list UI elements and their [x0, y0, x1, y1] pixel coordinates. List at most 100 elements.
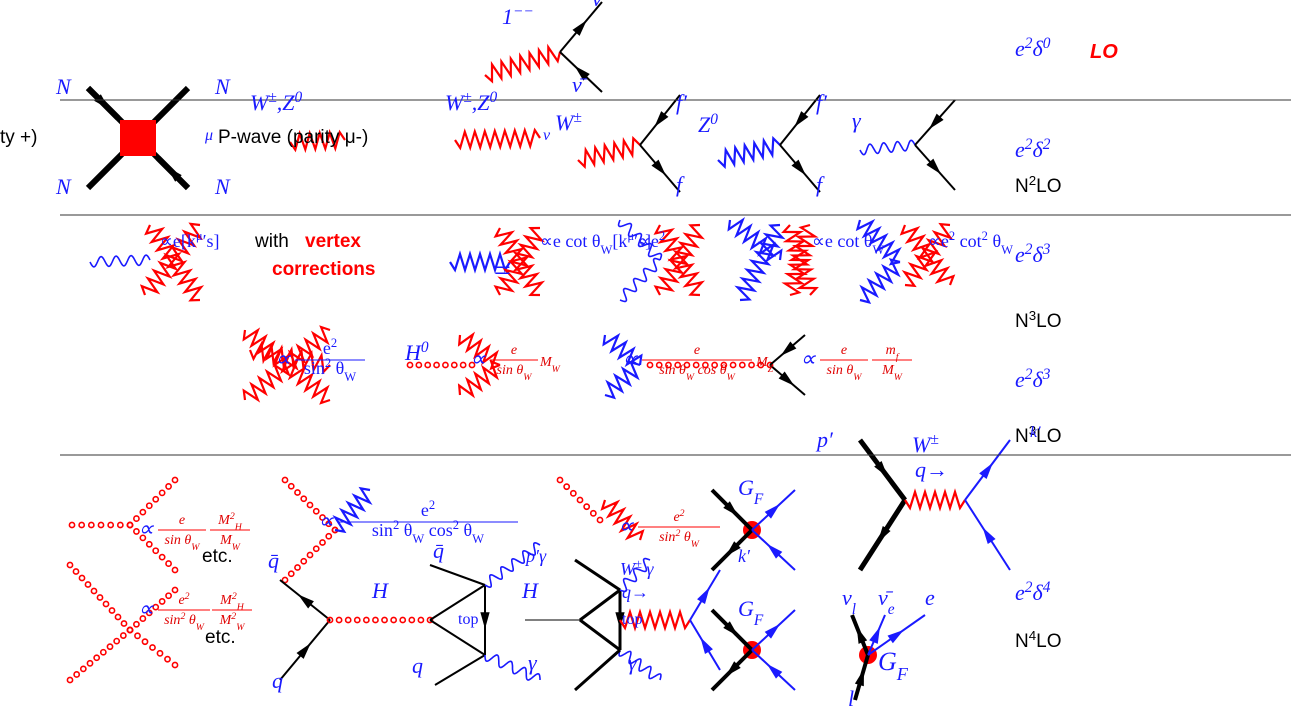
- label: etc.: [205, 627, 236, 648]
- higgs-dot: [461, 362, 466, 367]
- higgs-dot: [355, 617, 360, 622]
- t: e: [511, 343, 517, 358]
- higgs-dot: [307, 502, 312, 507]
- propagator: [430, 565, 485, 585]
- higgs-dot: [289, 484, 294, 489]
- t: G: [738, 596, 754, 621]
- higgs-dot: [74, 672, 79, 677]
- higgs-dot: [282, 477, 287, 482]
- higgs-dot: [69, 522, 74, 527]
- formula-part: M2H: [217, 511, 243, 533]
- t: e: [1015, 36, 1025, 61]
- t: W: [600, 243, 612, 257]
- label: GF: [738, 475, 764, 508]
- higgs-dot: [157, 651, 162, 656]
- higgs-dot: [85, 582, 90, 587]
- formula-part: e: [694, 343, 700, 358]
- propagator: [580, 590, 620, 620]
- higgs-dot: [326, 534, 331, 539]
- arrow: [700, 637, 713, 654]
- higgs-dot: [134, 622, 139, 627]
- label: q→: [622, 582, 649, 602]
- label: W± γ: [620, 557, 654, 579]
- t: sin θ: [659, 363, 686, 378]
- boson-line: [455, 130, 540, 148]
- coupling: ∝e2: [638, 229, 665, 251]
- higgs-dot: [142, 639, 147, 644]
- t: θ: [988, 231, 1001, 251]
- formula-part: e: [841, 343, 847, 358]
- label: H0: [404, 339, 429, 366]
- t: W: [445, 90, 465, 115]
- t: Z: [698, 112, 711, 137]
- label: k′: [738, 546, 751, 566]
- higgs-dot: [153, 605, 158, 610]
- t: W: [232, 542, 241, 553]
- t: 2: [230, 511, 235, 522]
- t: 0: [295, 89, 303, 106]
- formula-part: sin θW: [497, 363, 533, 383]
- t: γ: [642, 559, 655, 579]
- higgs-dot: [314, 546, 319, 551]
- t: F: [753, 491, 764, 508]
- t: 3: [1042, 241, 1051, 258]
- label: W±,Z0: [250, 89, 303, 116]
- t: −−: [513, 3, 534, 20]
- higgs-dot: [172, 662, 177, 667]
- higgs-dot: [115, 614, 120, 619]
- label: top: [458, 611, 478, 628]
- label: p′: [815, 427, 834, 452]
- higgs-dot: [373, 617, 378, 622]
- t: cot: [955, 231, 982, 251]
- higgs-dot: [101, 650, 106, 655]
- t: W: [912, 432, 932, 457]
- higgs-dot: [160, 555, 165, 560]
- formula-part: ∝: [138, 516, 155, 541]
- higgs-dot: [67, 677, 72, 682]
- higgs-dot: [127, 522, 132, 527]
- higgs-dot: [418, 617, 423, 622]
- higgs-dot: [98, 522, 103, 527]
- t: W: [523, 372, 532, 383]
- higgs-dot: [121, 633, 126, 638]
- higgs-dot: [289, 571, 294, 576]
- label: GF: [738, 596, 764, 629]
- t: f: [896, 352, 900, 363]
- t: sin θ: [165, 533, 192, 548]
- higgs-dot: [301, 496, 306, 501]
- t: sin θ: [497, 363, 524, 378]
- higgs-dot: [382, 617, 387, 622]
- t: θ: [185, 613, 196, 628]
- higgs-dot: [320, 540, 325, 545]
- label: H: [371, 578, 389, 603]
- higgs-dot: [166, 593, 171, 598]
- higgs-dot: [364, 617, 369, 622]
- label: vertex: [305, 231, 361, 252]
- t: ∝e cot θ: [812, 231, 872, 251]
- t: e: [323, 338, 331, 358]
- t: 0: [710, 111, 718, 128]
- higgs-dot: [150, 645, 155, 650]
- t: sin: [372, 520, 393, 540]
- order: e2δ2: [1015, 136, 1051, 163]
- label: q: [412, 653, 423, 678]
- higgs-dot: [73, 569, 78, 574]
- t: W: [691, 539, 700, 550]
- t: ∝: [138, 516, 155, 541]
- t: 2: [1029, 173, 1036, 188]
- diagram-lines: [67, 2, 1010, 700]
- t: W: [894, 372, 903, 383]
- t: e: [421, 500, 429, 520]
- higgs-dot: [434, 362, 439, 367]
- label: N: [214, 174, 231, 199]
- higgs-dot: [571, 491, 576, 496]
- t: W: [1001, 243, 1013, 257]
- boson-line: [485, 47, 560, 81]
- photon-line: [90, 255, 150, 267]
- higgs-dot: [127, 627, 132, 632]
- formula-part: e: [511, 343, 517, 358]
- label: ν: [592, 0, 602, 11]
- arrow: [869, 627, 880, 644]
- formula-part: e2: [323, 336, 337, 358]
- arrow: [480, 612, 489, 629]
